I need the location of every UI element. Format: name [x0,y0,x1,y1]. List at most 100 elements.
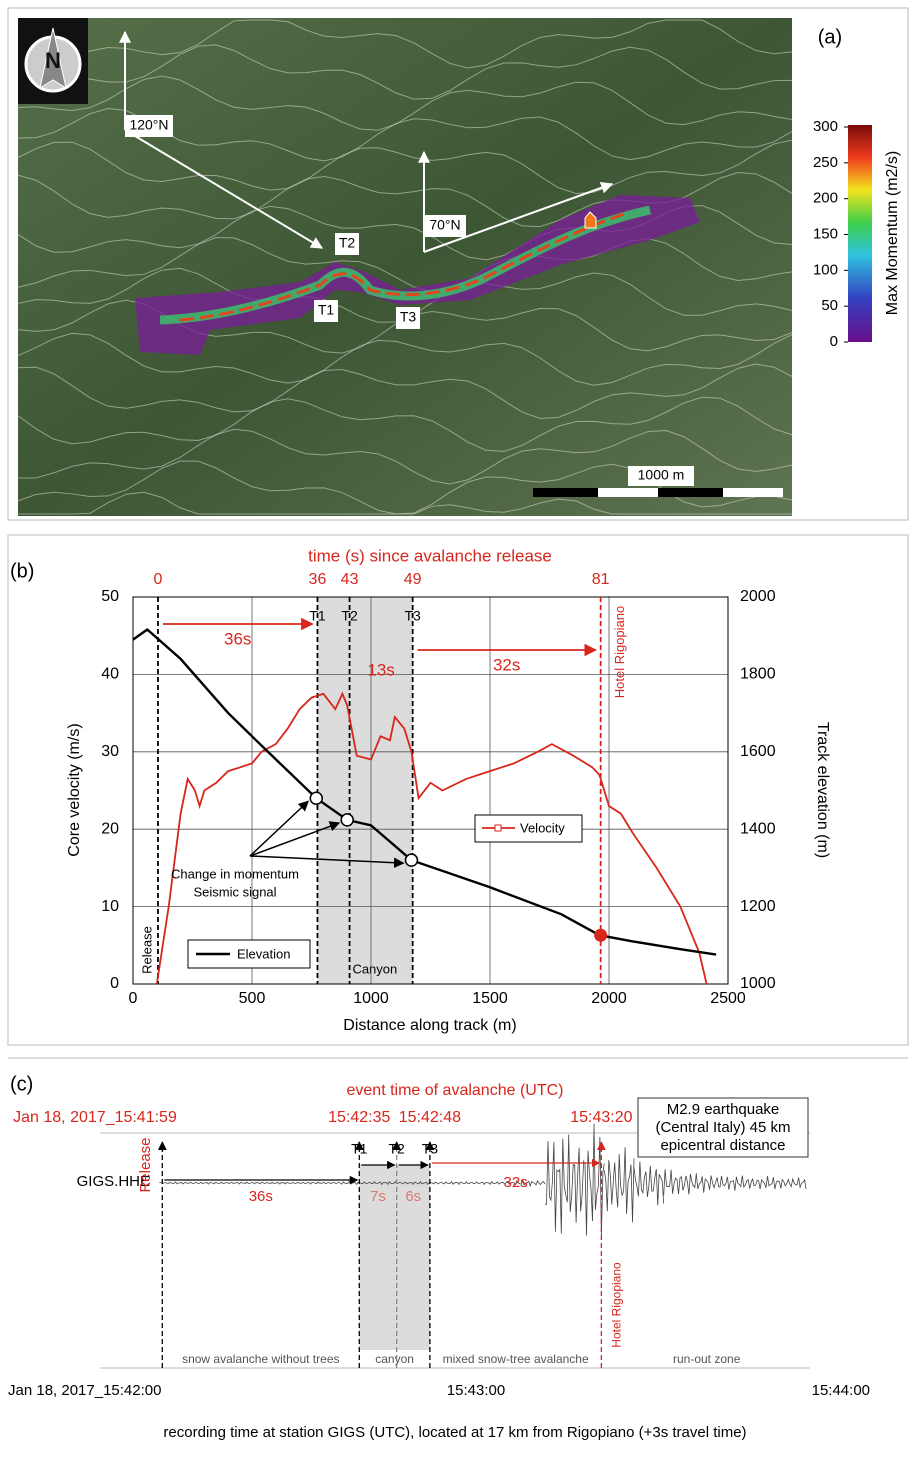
label-box [335,233,359,255]
series-line [155,691,708,985]
avalanche-core [179,210,631,322]
colorbar-tick-label: 250 [813,154,838,171]
x-tick-label: 2500 [710,990,746,1007]
x2-tick-label: 49 [404,571,422,588]
x2-tick-label: 36 [309,571,327,588]
seismic-trace [633,1161,665,1206]
x2-tick-label: 0 [154,571,163,588]
annotation-arrow [249,821,341,857]
seismic-trace [663,1169,694,1196]
panel-frame [7,534,909,1046]
contours [17,19,793,515]
seismic-trace [752,1176,783,1190]
contour-line [17,363,793,419]
seismic-trace [425,1181,457,1185]
x2-tick-label: 81 [592,571,610,588]
seismic-trace [366,1181,398,1186]
transect-label: T3 [400,309,417,325]
panel-frame [7,7,909,521]
interval-label: 13s [367,660,394,679]
contour-line [17,237,793,293]
colorbar-tick-label: 0 [830,333,838,350]
colorbar-tick-label: 300 [813,118,838,135]
plot-frame [132,596,729,985]
interval-label: 6s [405,1188,421,1205]
x-tick-label: 15:44:00 [812,1382,870,1399]
bearing-arrow [423,182,614,253]
contour-line [17,44,793,100]
annotation: Seismic signal [193,884,276,899]
hotel-point [594,928,608,942]
x-tick-label: 1000 [353,990,389,1007]
seismogram: (c) event time of avalanche (UTC) snow ava… [8,1073,870,1441]
avalanche-extent [135,195,700,355]
chart-b: Canyon 0 500 1000 1500 2000 2500 0 10 20 30 40 50 100… [10,546,831,1034]
transect-label: T2 [341,608,358,624]
colorbar-tick-label: 100 [813,261,838,278]
seismic-trace [574,1123,605,1236]
transect-label: T2 [339,235,356,251]
y-tick-label: 0 [110,975,119,992]
top-title: event time of avalanche (UTC) [347,1082,564,1099]
contour-line [17,332,793,386]
momentum-point [309,791,324,805]
interval-label: 32s [504,1174,528,1191]
y-tick-label: 50 [101,588,119,605]
y-tick-label: 40 [101,666,119,683]
canyon-shade [317,597,413,984]
scale-bar [658,488,723,497]
y-tick-label: 30 [101,743,119,760]
north-label: N [45,48,61,73]
panel-label: (b) [10,560,34,582]
transect-label: T3 [422,1141,439,1157]
y-axis-title: Core velocity (m/s) [66,723,83,856]
colorbar-tick-label: 200 [813,190,838,207]
panel-label: (a) [818,26,842,48]
annotation-arrow [249,855,405,868]
x-axis-title: recording time at station GIGS (UTC), lo… [163,1424,746,1441]
contour-line [17,75,793,131]
zone-label: run-out zone [673,1352,741,1366]
aerial-image [18,18,792,516]
note-box [637,1097,809,1158]
zone-label: canyon [375,1352,414,1366]
seismic-trace [396,1180,427,1185]
seismic-trace [722,1175,754,1191]
interval-label: 32s [493,655,520,674]
momentum-point [404,853,419,867]
transect-label: T1 [351,1141,368,1157]
x2-axis-title: time (s) since avalanche release [308,546,552,565]
legend-swatch [494,824,502,832]
x-axis-title: Distance along track (m) [343,1017,516,1034]
event-time: 15:43:20 [570,1109,632,1126]
note-text: M2.9 earthquake [667,1101,780,1118]
release-label: Release [137,1137,154,1192]
release-label: Release [139,926,154,974]
compass-needle [39,27,67,90]
transect-label: T1 [318,302,335,318]
seismic-trace [781,1177,807,1190]
hotel-label: Hotel Rigopiano [610,1262,624,1348]
hotel-icon [584,211,597,229]
y2-axis-title: Track elevation (m) [814,722,831,858]
y-tick-label: 20 [101,820,119,837]
bearing-arrow [124,129,324,249]
label-box [396,307,420,329]
x-tick-label: 0 [129,990,138,1007]
contour-line [17,139,793,194]
y2-tick-label: 1800 [740,666,776,683]
colorbar-tick-label: 50 [821,297,838,314]
event-time: 15:42:48 [399,1109,461,1126]
colorbar-tick-label: 150 [813,225,838,242]
series-line [132,627,717,956]
colorbar-ticks: 0 50 100 150 200 250 300 [813,118,848,350]
transect-label: T3 [404,608,421,624]
seismic-trace [603,1147,635,1223]
seismic-trace [307,1181,338,1185]
event-time: Jan 18, 2017_15:41:59 [13,1109,177,1126]
station-label: GIGS.HHE [77,1173,150,1190]
seismic-trace [514,1178,546,1188]
y2-tick-label: 1600 [740,743,776,760]
label-box [314,300,338,322]
legend-label: Elevation [237,946,290,961]
